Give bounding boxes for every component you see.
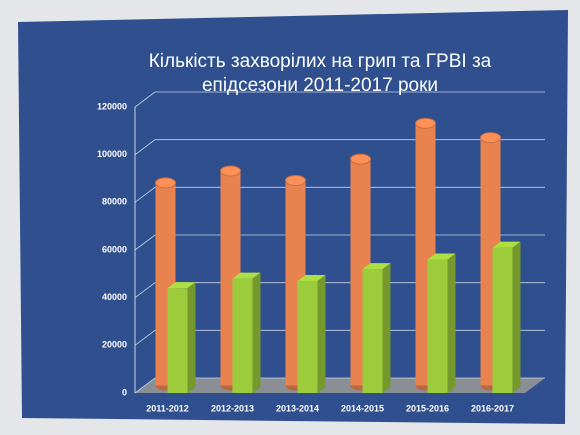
box-top <box>167 282 196 289</box>
x-tick-label: 2015-2016 <box>406 403 449 413</box>
box-top <box>427 253 456 260</box>
box-side <box>382 263 391 393</box>
box-side <box>512 241 521 393</box>
grid-line <box>134 329 545 346</box>
box-side <box>447 253 456 393</box>
cylinder-top <box>220 165 241 177</box>
x-tick-label: 2013-2014 <box>276 403 319 413</box>
box-top <box>362 263 391 270</box>
cylinder-top <box>480 132 501 144</box>
bar <box>232 278 253 393</box>
cylinder-top <box>155 177 176 189</box>
y-tick-label: 100000 <box>97 149 127 159</box>
y-tick-label: 120000 <box>97 101 127 111</box>
cylinder-top <box>285 175 306 187</box>
y-tick-label: 40000 <box>102 292 127 302</box>
y-tick-label: 0 <box>122 387 127 397</box>
y-tick-label: 60000 <box>102 244 127 254</box>
cylinder-top <box>350 153 371 165</box>
grid-line <box>134 377 545 394</box>
chart-title: Кількість захворілих на грип та ГРВІ за … <box>148 51 492 96</box>
x-tick-label: 2012-2013 <box>211 403 254 413</box>
x-tick-label: 2011-2012 <box>146 403 189 413</box>
grid-line <box>134 234 545 251</box>
grid-line <box>134 139 545 155</box>
bar <box>362 269 383 393</box>
x-tick-label: 2014-2015 <box>341 403 384 413</box>
y-tick-label: 80000 <box>102 197 127 207</box>
box-side <box>187 282 196 393</box>
box-top <box>492 241 521 248</box>
x-tick-label: 2016-2017 <box>471 403 514 413</box>
box-top <box>232 272 261 279</box>
grid-line <box>134 186 545 203</box>
grid-line <box>134 282 545 298</box>
box-side <box>252 272 261 393</box>
bar <box>492 247 513 393</box>
bar <box>297 280 318 393</box>
box-top <box>297 274 326 281</box>
grid-line <box>134 91 545 108</box>
bar <box>427 259 448 393</box>
y-tick-label: 20000 <box>102 340 127 350</box>
box-side <box>317 274 326 393</box>
bar <box>167 288 188 393</box>
cylinder-top <box>415 117 436 129</box>
